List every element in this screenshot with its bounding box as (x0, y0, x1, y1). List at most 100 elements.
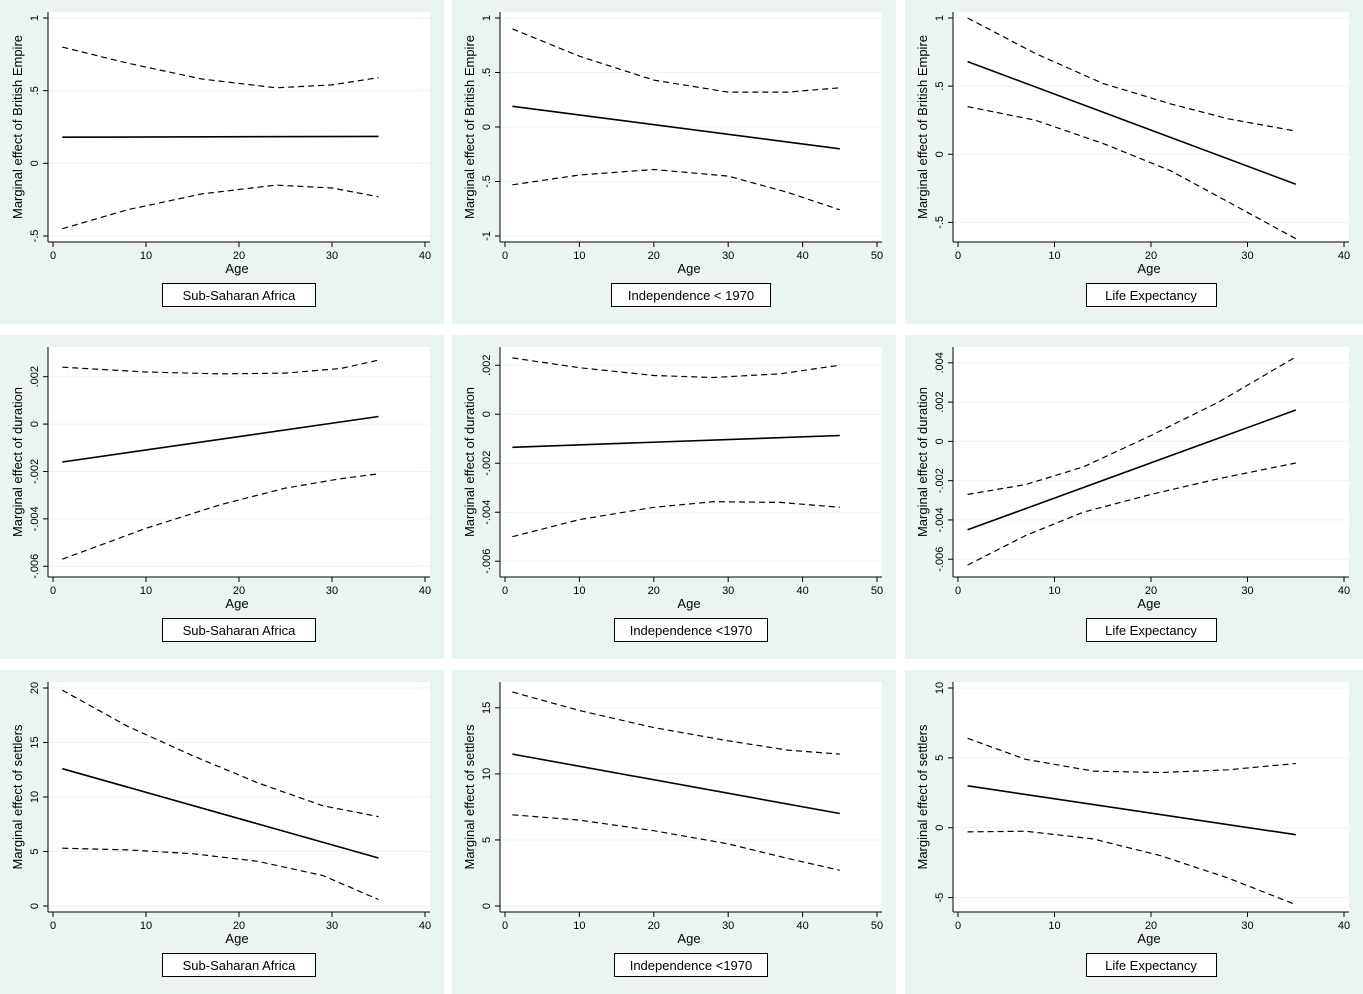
y-tick-label: 0 (29, 421, 41, 427)
x-tick-label: 0 (502, 585, 508, 597)
chart-panel-9: -5 0 5 10 0 10 20 30 40 Age Marginal effect of set… (905, 670, 1363, 994)
confidence-band-line (62, 184, 379, 230)
y-tick-label: -.002 (481, 451, 493, 476)
y-tick-label: 10 (29, 791, 41, 803)
x-tick-label: 20 (648, 585, 660, 597)
y-tick-label: -.006 (29, 554, 41, 579)
y-tick-label: 10 (934, 682, 946, 694)
x-tick-label: 20 (233, 920, 245, 932)
chart-panel-5: -.006 -.004 -.002 0 .002 0 10 20 30 40 50 Age Margin… (452, 335, 896, 659)
confidence-band-line (512, 501, 840, 538)
y-tick-label: 20 (29, 682, 41, 694)
x-tick-label: 0 (955, 585, 961, 597)
x-axis-title: Age (1137, 261, 1160, 276)
y-tick-label: 0 (481, 411, 493, 417)
x-tick-label: 0 (50, 250, 56, 262)
y-axis-title: Marginal effect of settlers (462, 724, 477, 869)
chart-panel-1: -.5 0.5 1 0 10 20 30 40 Age Marginal effect of Br… (0, 0, 444, 324)
y-axis-title: Marginal effect of duration (10, 387, 25, 537)
marginal-effect-line (967, 409, 1297, 531)
x-tick-label: 20 (1145, 250, 1157, 262)
x-tick-label: 30 (1241, 920, 1253, 932)
panel-caption: Life Expectancy (1085, 953, 1217, 977)
y-tick-label: -.5 (29, 230, 41, 243)
plot-area (48, 12, 430, 242)
confidence-band-line (967, 17, 1296, 132)
y-tick-label: -.002 (29, 459, 41, 484)
x-tick-label: 30 (326, 250, 338, 262)
y-tick-label: 5 (29, 848, 41, 854)
chart-panel-4: -.006 -.004 -.002 0 .002 0 10 20 30 40 Age Marginal… (0, 335, 444, 659)
x-tick-label: 10 (1048, 920, 1060, 932)
y-tick-label: 5 (934, 755, 946, 761)
x-tick-label: 20 (648, 250, 660, 262)
marginal-effect-line (512, 434, 840, 449)
x-tick-label: 40 (1338, 250, 1350, 262)
x-tick-label: 10 (140, 250, 152, 262)
x-tick-label: 10 (140, 920, 152, 932)
x-axis-title: Age (677, 596, 700, 611)
chart-panel-7: 0 5 10 15 20 0 10 20 30 40 Age Marginal effect of s… (0, 670, 444, 994)
x-tick-label: 50 (871, 250, 883, 262)
x-axis-title: Age (225, 261, 248, 276)
y-tick-label: 5 (481, 837, 493, 843)
marginal-effect-line (62, 767, 379, 859)
x-tick-label: 30 (326, 585, 338, 597)
marginal-effect-line (512, 105, 840, 150)
y-tick-label: -.5 (481, 175, 493, 188)
x-tick-label: 10 (1048, 250, 1060, 262)
confidence-band-line (512, 691, 840, 755)
chart-panel-2: -1 -.5 0.5 1 0 10 20 30 40 50 Age Marginal effect o… (452, 0, 896, 324)
plot-area (953, 12, 1349, 242)
marginal-effect-line (62, 415, 379, 463)
confidence-band-line (967, 106, 1297, 240)
y-axis-title: Marginal effect of British Empire (462, 35, 477, 219)
x-tick-label: 10 (140, 585, 152, 597)
x-tick-label: 30 (1241, 250, 1253, 262)
confidence-band-line (62, 473, 379, 560)
x-tick-label: 40 (796, 585, 808, 597)
x-tick-label: 20 (1145, 585, 1157, 597)
y-tick-label: 0 (29, 160, 41, 166)
x-tick-label: 10 (573, 250, 585, 262)
y-tick-label: 15 (29, 736, 41, 748)
y-tick-label: -1 (481, 231, 493, 241)
x-axis-title: Age (1137, 931, 1160, 946)
y-tick-label: -.004 (481, 500, 493, 525)
chart-svg: -5 0 5 10 0 10 20 30 40 Age Marginal effect of set… (915, 682, 1350, 946)
x-tick-label: 50 (871, 920, 883, 932)
y-tick-label: -.006 (481, 549, 493, 574)
chart-panel-3: -.5 0.5 1 0 10 20 30 40 Age Marginal effect of Br… (905, 0, 1363, 324)
y-tick-label: -.004 (934, 507, 946, 532)
panel-caption: Independence <1970 (614, 618, 768, 642)
confidence-band-line (967, 830, 1297, 906)
panel-caption: Sub-Saharan Africa (162, 953, 316, 977)
x-axis-title: Age (1137, 596, 1160, 611)
marginal-effect-line (512, 753, 840, 815)
y-axis-title: Marginal effect of duration (915, 387, 930, 537)
y-tick-label: 0 (481, 124, 493, 130)
x-tick-label: 30 (722, 585, 734, 597)
x-tick-label: 0 (955, 250, 961, 262)
confidence-band-line (512, 28, 840, 93)
y-tick-label: 0 (481, 903, 493, 909)
x-tick-label: 50 (871, 585, 883, 597)
y-tick-label: .002 (481, 355, 493, 376)
panel-caption: Independence < 1970 (610, 283, 772, 307)
y-tick-label: 1 (481, 15, 493, 21)
x-tick-label: 40 (1338, 920, 1350, 932)
x-tick-label: 40 (796, 920, 808, 932)
confidence-band-line (62, 359, 379, 375)
y-tick-label: 0 (934, 151, 946, 157)
chart-svg: 0 5 10 15 20 0 10 20 30 40 Age Marginal effect of s… (10, 682, 431, 946)
x-tick-label: 10 (573, 585, 585, 597)
plot-area (48, 347, 430, 577)
y-tick-label: .002 (934, 391, 946, 412)
y-tick-label: .5 (481, 68, 493, 77)
y-tick-label: .5 (29, 86, 41, 95)
y-axis-title: Marginal effect of settlers (10, 724, 25, 869)
y-axis-title: Marginal effect of duration (462, 387, 477, 537)
x-tick-label: 40 (419, 585, 431, 597)
